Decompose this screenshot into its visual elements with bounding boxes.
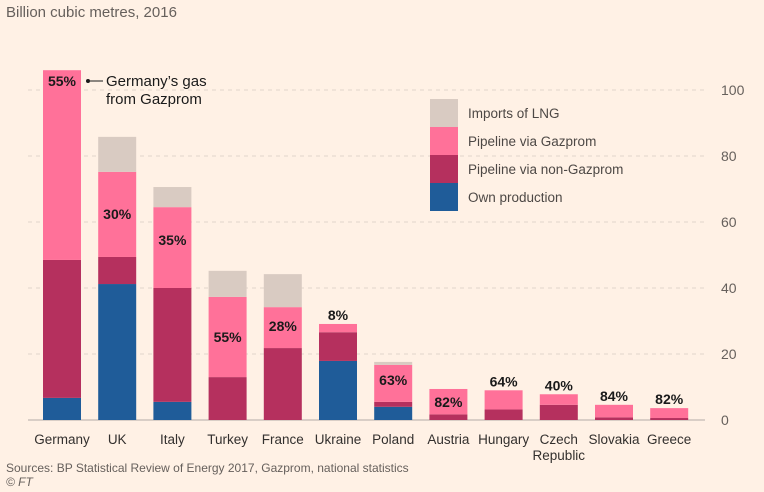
- annotation-dot: [86, 79, 90, 83]
- bar-segment: [319, 360, 357, 420]
- gazprom-share-label: 30%: [103, 206, 132, 222]
- bar-segment: [98, 256, 137, 285]
- gazprom-share-label: 55%: [48, 73, 77, 89]
- legend-swatch: [430, 155, 458, 183]
- y-tick-label: 100: [721, 82, 745, 98]
- bar-segment: [484, 390, 523, 410]
- x-tick-label: Slovakia: [588, 432, 640, 447]
- gazprom-share-label: 35%: [158, 232, 187, 248]
- legend-swatch: [430, 183, 458, 211]
- bar-stack: [208, 270, 247, 420]
- bar-segment: [595, 404, 633, 418]
- gridlines: [28, 89, 705, 421]
- bar-segment: [263, 348, 302, 420]
- bar-segment: [153, 207, 192, 288]
- x-tick-label: Poland: [372, 432, 414, 447]
- bar-stack: [319, 323, 357, 420]
- bar-segment: [484, 409, 523, 420]
- x-tick-label: Greece: [647, 432, 691, 447]
- x-tick-label: Turkey: [207, 432, 248, 447]
- bar-stack: [263, 274, 302, 420]
- x-tick-label: Republic: [533, 448, 586, 463]
- annotation-text: from Gazprom: [106, 91, 202, 108]
- bar-stack: [98, 136, 137, 420]
- x-axis-labels: Germany UK Italy Turkey France Ukraine Poland A…: [34, 432, 691, 463]
- gazprom-share-label: 40%: [545, 377, 574, 393]
- gazprom-share-label: 82%: [434, 394, 463, 410]
- bar-segment: [319, 323, 357, 333]
- bar-stack: [43, 70, 81, 420]
- bar-segment: [43, 70, 81, 260]
- y-tick-label: 40: [721, 280, 737, 296]
- gazprom-share-label: 82%: [655, 391, 684, 407]
- legend-swatch: [430, 99, 458, 127]
- bar-segment: [319, 332, 357, 361]
- bar-segment: [153, 401, 192, 420]
- x-tick-label: Czech: [540, 432, 578, 447]
- bar-stack: [539, 394, 578, 420]
- bar-segment: [208, 377, 247, 420]
- bar-segment: [98, 284, 137, 420]
- legend: Imports of LNG Pipeline via Gazprom Pipeli…: [430, 99, 623, 211]
- bar-stack: [484, 390, 523, 420]
- source-note: Sources: BP Statistical Review of Energy…: [6, 461, 409, 475]
- bar-segment: [539, 394, 578, 405]
- legend-label: Imports of LNG: [468, 106, 560, 121]
- chart-subtitle: Billion cubic metres, 2016: [6, 4, 177, 21]
- bar-segment: [374, 406, 413, 420]
- gazprom-share-label: 63%: [379, 372, 408, 388]
- gazprom-share-label: 55%: [214, 329, 243, 345]
- legend-label: Own production: [468, 190, 563, 205]
- gazprom-share-labels: 55% 30% 35% 55% 28% 8% 63% 82% 64% 40% 84% 82%: [48, 73, 684, 410]
- bar-segment: [650, 408, 689, 419]
- bar-stack: [595, 404, 633, 420]
- bar-segment: [208, 296, 247, 378]
- x-tick-label: France: [262, 432, 304, 447]
- x-tick-label: Germany: [34, 432, 90, 447]
- gazprom-share-label: 84%: [600, 388, 629, 404]
- x-tick-label: Hungary: [478, 432, 529, 447]
- bar-segment: [98, 171, 137, 257]
- bar-segment: [208, 270, 247, 297]
- bar-segment: [595, 417, 633, 420]
- y-tick-label: 20: [721, 346, 737, 362]
- bar-segment: [429, 414, 468, 420]
- gazprom-share-label: 8%: [328, 307, 349, 323]
- bar-segment: [429, 388, 468, 415]
- gazprom-share-label: 64%: [490, 373, 519, 389]
- annotation-text: Germany’s gas: [106, 73, 207, 90]
- bar-stack: [153, 187, 192, 420]
- legend-label: Pipeline via Gazprom: [468, 134, 596, 149]
- credit: © FT: [6, 475, 33, 489]
- bar-segment: [374, 361, 413, 365]
- bar-segment: [263, 307, 302, 349]
- bar-segment: [153, 288, 192, 402]
- bar-segment: [43, 259, 81, 398]
- bar-segment: [374, 401, 413, 407]
- x-tick-label: UK: [108, 432, 127, 447]
- bar-stack: [650, 408, 689, 420]
- bar-segment: [263, 274, 302, 308]
- x-tick-label: Ukraine: [315, 432, 362, 447]
- x-tick-label: Austria: [427, 432, 470, 447]
- y-tick-label: 0: [721, 412, 729, 428]
- bar-stack: [374, 361, 413, 420]
- legend-swatch: [430, 127, 458, 155]
- x-tick-label: Italy: [160, 432, 185, 447]
- bar-segment: [539, 404, 578, 420]
- bar-segment: [43, 397, 81, 420]
- bar-segment: [98, 136, 137, 172]
- bar-segment: [153, 187, 192, 208]
- gazprom-share-label: 28%: [269, 318, 298, 334]
- legend-label: Pipeline via non-Gazprom: [468, 162, 623, 177]
- y-axis-ticks: 0 20 40 60 80 100: [721, 82, 745, 428]
- y-tick-label: 60: [721, 214, 737, 230]
- y-tick-label: 80: [721, 148, 737, 164]
- bar-stack: [429, 388, 468, 420]
- bars: [43, 70, 689, 420]
- bar-segment: [374, 364, 413, 402]
- bar-segment: [650, 418, 689, 420]
